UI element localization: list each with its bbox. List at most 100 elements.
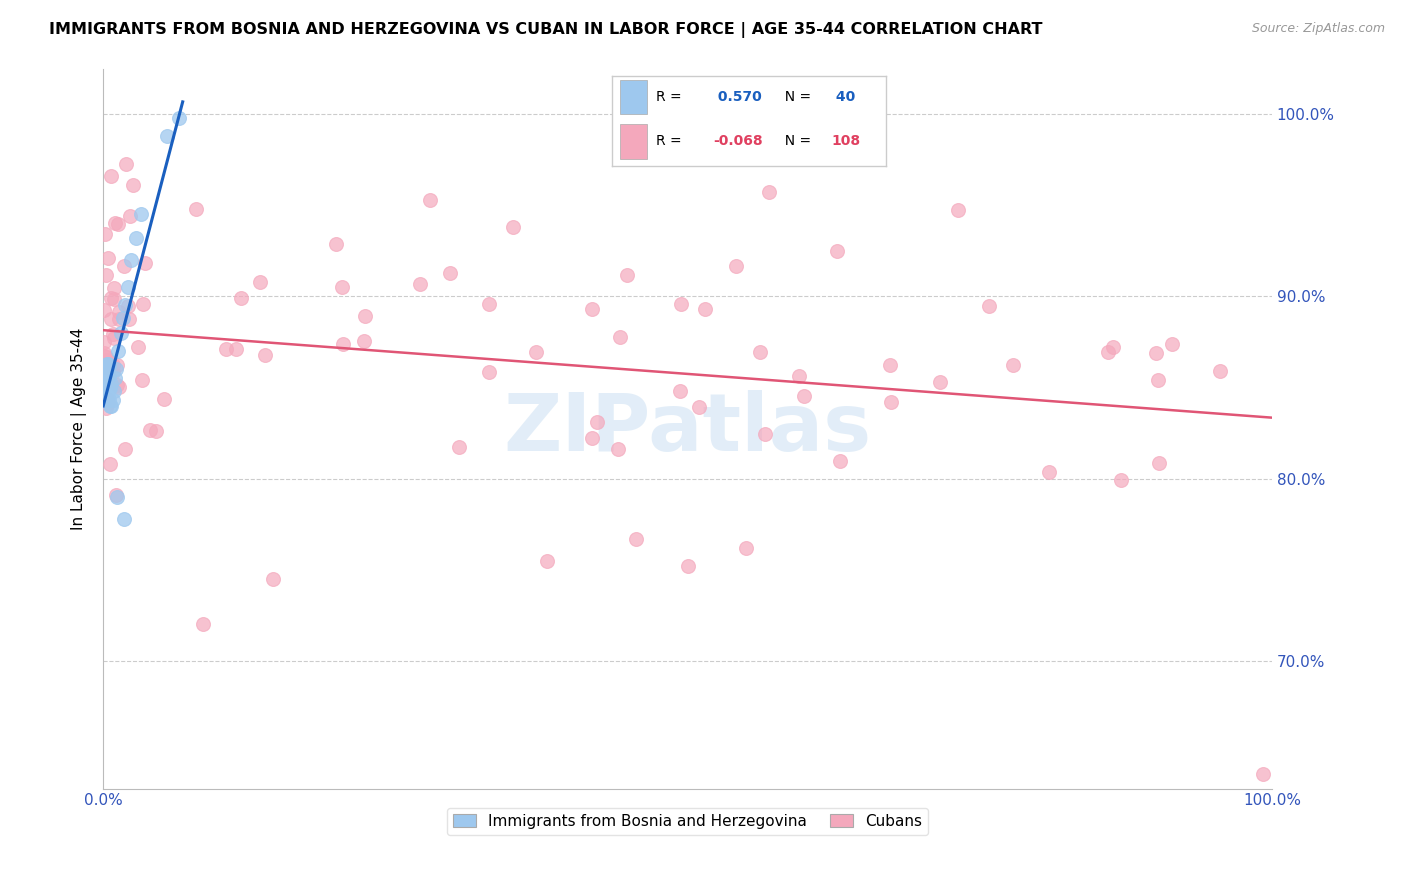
Point [624, 532, 647, 546]
Point [93, 359, 115, 373]
Point [1001, 358, 1024, 372]
Point [110, 326, 132, 340]
Point [98, 399, 121, 413]
Point [97, 378, 120, 392]
Point [100, 399, 122, 413]
Point [191, 617, 214, 632]
Point [96, 375, 118, 389]
Point [98, 393, 121, 408]
Point [98, 458, 121, 472]
Point [139, 423, 162, 437]
Point [104, 371, 127, 385]
Point [669, 384, 692, 398]
Point [793, 389, 815, 403]
Point [122, 178, 145, 192]
Point [94, 359, 117, 373]
Point [105, 490, 128, 504]
Point [105, 377, 128, 392]
Point [96, 366, 118, 380]
Point [103, 292, 125, 306]
Point [749, 345, 772, 359]
Point [156, 128, 179, 143]
Point [439, 266, 461, 280]
Point [117, 299, 139, 313]
Point [145, 424, 167, 438]
Point [103, 281, 125, 295]
Point [688, 400, 710, 414]
Point [353, 309, 375, 323]
Point [98, 360, 121, 375]
Point [1102, 340, 1125, 354]
Point [97, 390, 120, 404]
Point [607, 442, 630, 456]
Text: IMMIGRANTS FROM BOSNIA AND HERZEGOVINA VS CUBAN IN LABOR FORCE | AGE 35-44 CORRE: IMMIGRANTS FROM BOSNIA AND HERZEGOVINA V… [49, 22, 1043, 38]
Point [353, 334, 375, 349]
Point [103, 331, 125, 345]
Point [96, 401, 118, 416]
Point [105, 487, 128, 501]
Point [93, 346, 115, 360]
Point [94, 368, 117, 382]
Point [96, 384, 118, 399]
Point [1144, 346, 1167, 360]
Point [112, 259, 135, 273]
Point [98, 359, 121, 373]
Point [225, 342, 247, 356]
Point [93, 359, 115, 374]
Point [229, 291, 252, 305]
Point [132, 297, 155, 311]
Point [97, 396, 120, 410]
Point [98, 380, 121, 394]
Legend: Immigrants from Bosnia and Herzegovina, Cubans: Immigrants from Bosnia and Herzegovina, … [447, 807, 928, 835]
Point [94, 227, 117, 241]
Point [96, 392, 118, 407]
Point [669, 297, 692, 311]
Point [880, 395, 903, 409]
Point [1146, 373, 1168, 387]
Point [946, 203, 969, 218]
Point [249, 275, 271, 289]
Point [127, 340, 149, 354]
Text: ZIPatlas: ZIPatlas [503, 390, 872, 467]
Point [449, 441, 471, 455]
Point [114, 442, 136, 456]
Point [536, 554, 558, 568]
Point [108, 380, 131, 394]
Point [332, 279, 354, 293]
Point [93, 369, 115, 384]
Point [107, 217, 129, 231]
Point [117, 312, 139, 326]
Point [724, 259, 747, 273]
Point [586, 415, 609, 429]
Point [408, 277, 430, 291]
Point [676, 559, 699, 574]
Point [332, 337, 354, 351]
Point [93, 366, 115, 380]
Point [928, 375, 950, 389]
Y-axis label: In Labor Force | Age 35-44: In Labor Force | Age 35-44 [72, 327, 87, 530]
Point [262, 572, 284, 586]
Point [93, 303, 115, 318]
Point [104, 215, 127, 229]
Point [101, 358, 124, 372]
Point [215, 342, 238, 356]
Point [94, 380, 117, 394]
Point [105, 362, 128, 376]
Point [609, 330, 631, 344]
Point [93, 357, 115, 371]
Point [134, 256, 156, 270]
Point [101, 365, 124, 379]
Point [693, 302, 716, 317]
Point [112, 512, 135, 526]
Point [115, 157, 138, 171]
Point [787, 368, 810, 383]
Point [1111, 473, 1133, 487]
Point [825, 244, 848, 259]
Point [108, 305, 131, 319]
Point [167, 111, 190, 125]
Text: Source: ZipAtlas.com: Source: ZipAtlas.com [1251, 22, 1385, 36]
Point [120, 252, 142, 267]
Point [1147, 456, 1170, 470]
Point [478, 366, 501, 380]
Point [616, 268, 638, 282]
